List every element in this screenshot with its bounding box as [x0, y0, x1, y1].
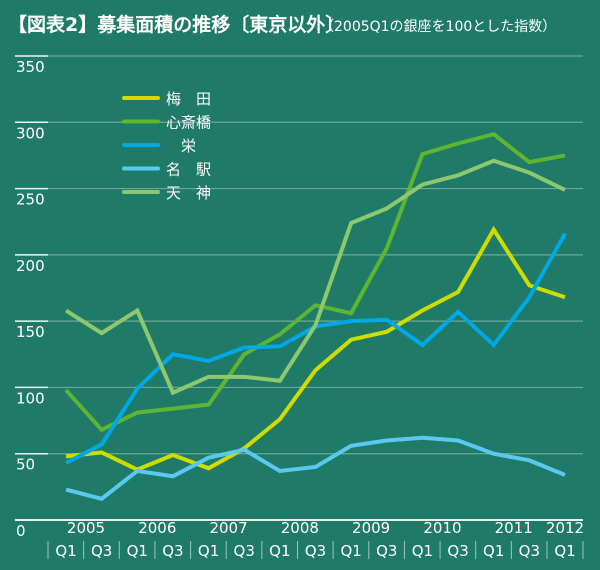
x-quarter-label: Q3: [376, 542, 397, 560]
x-quarter-label: Q1: [198, 542, 219, 560]
y-tick-label: 50: [16, 456, 35, 474]
x-quarter-label: Q1: [269, 542, 290, 560]
x-quarter-label: Q1: [412, 542, 433, 560]
x-quarter-label: Q3: [234, 542, 255, 560]
x-quarter-label: Q3: [91, 542, 112, 560]
x-quarter-label: Q3: [162, 542, 183, 560]
y-tick-label: 300: [16, 124, 45, 142]
series-line-1: [64, 132, 566, 433]
series-line-3: [65, 435, 566, 501]
y-tick-label: 100: [16, 389, 45, 407]
x-year-label: 2007: [209, 519, 247, 537]
x-quarter-label: Q3: [447, 542, 468, 560]
series-line-2: [65, 232, 567, 465]
chart-title: 【図表2】募集面積の推移〔東京以外〕: [8, 13, 344, 36]
x-year-label: 2009: [352, 519, 390, 537]
legend-label: 梅 田: [166, 90, 211, 108]
legend-label: 栄: [166, 137, 196, 155]
x-year-label: 2011: [495, 519, 533, 537]
x-year-label: 2006: [138, 519, 176, 537]
legend-label: 天 神: [166, 184, 211, 202]
x-quarter-label: Q3: [305, 542, 326, 560]
legend-label: 名 駅: [166, 161, 211, 179]
x-quarter-label: Q1: [340, 542, 361, 560]
x-year-label: 2012: [546, 519, 584, 537]
x-year-label: 2010: [423, 519, 461, 537]
y-tick-label: 200: [16, 257, 45, 275]
x-quarter-label: Q1: [554, 542, 575, 560]
series-line-0: [65, 225, 566, 472]
x-year-label: 2008: [281, 519, 319, 537]
y-tick-label: 250: [16, 191, 45, 209]
x-quarter-label: Q1: [55, 542, 76, 560]
y-tick-label: 0: [16, 522, 26, 540]
x-quarter-label: Q1: [483, 542, 504, 560]
x-quarter-label: Q3: [519, 542, 540, 560]
chart-subtitle: （2005Q1の銀座を100とした指数）: [320, 19, 556, 35]
y-tick-label: 150: [16, 323, 45, 341]
x-year-label: 2005: [67, 519, 105, 537]
y-tick-label: 350: [16, 58, 45, 76]
legend-label: 心斎橋: [166, 114, 211, 132]
x-quarter-label: Q1: [127, 542, 148, 560]
series-line-4: [64, 158, 566, 396]
